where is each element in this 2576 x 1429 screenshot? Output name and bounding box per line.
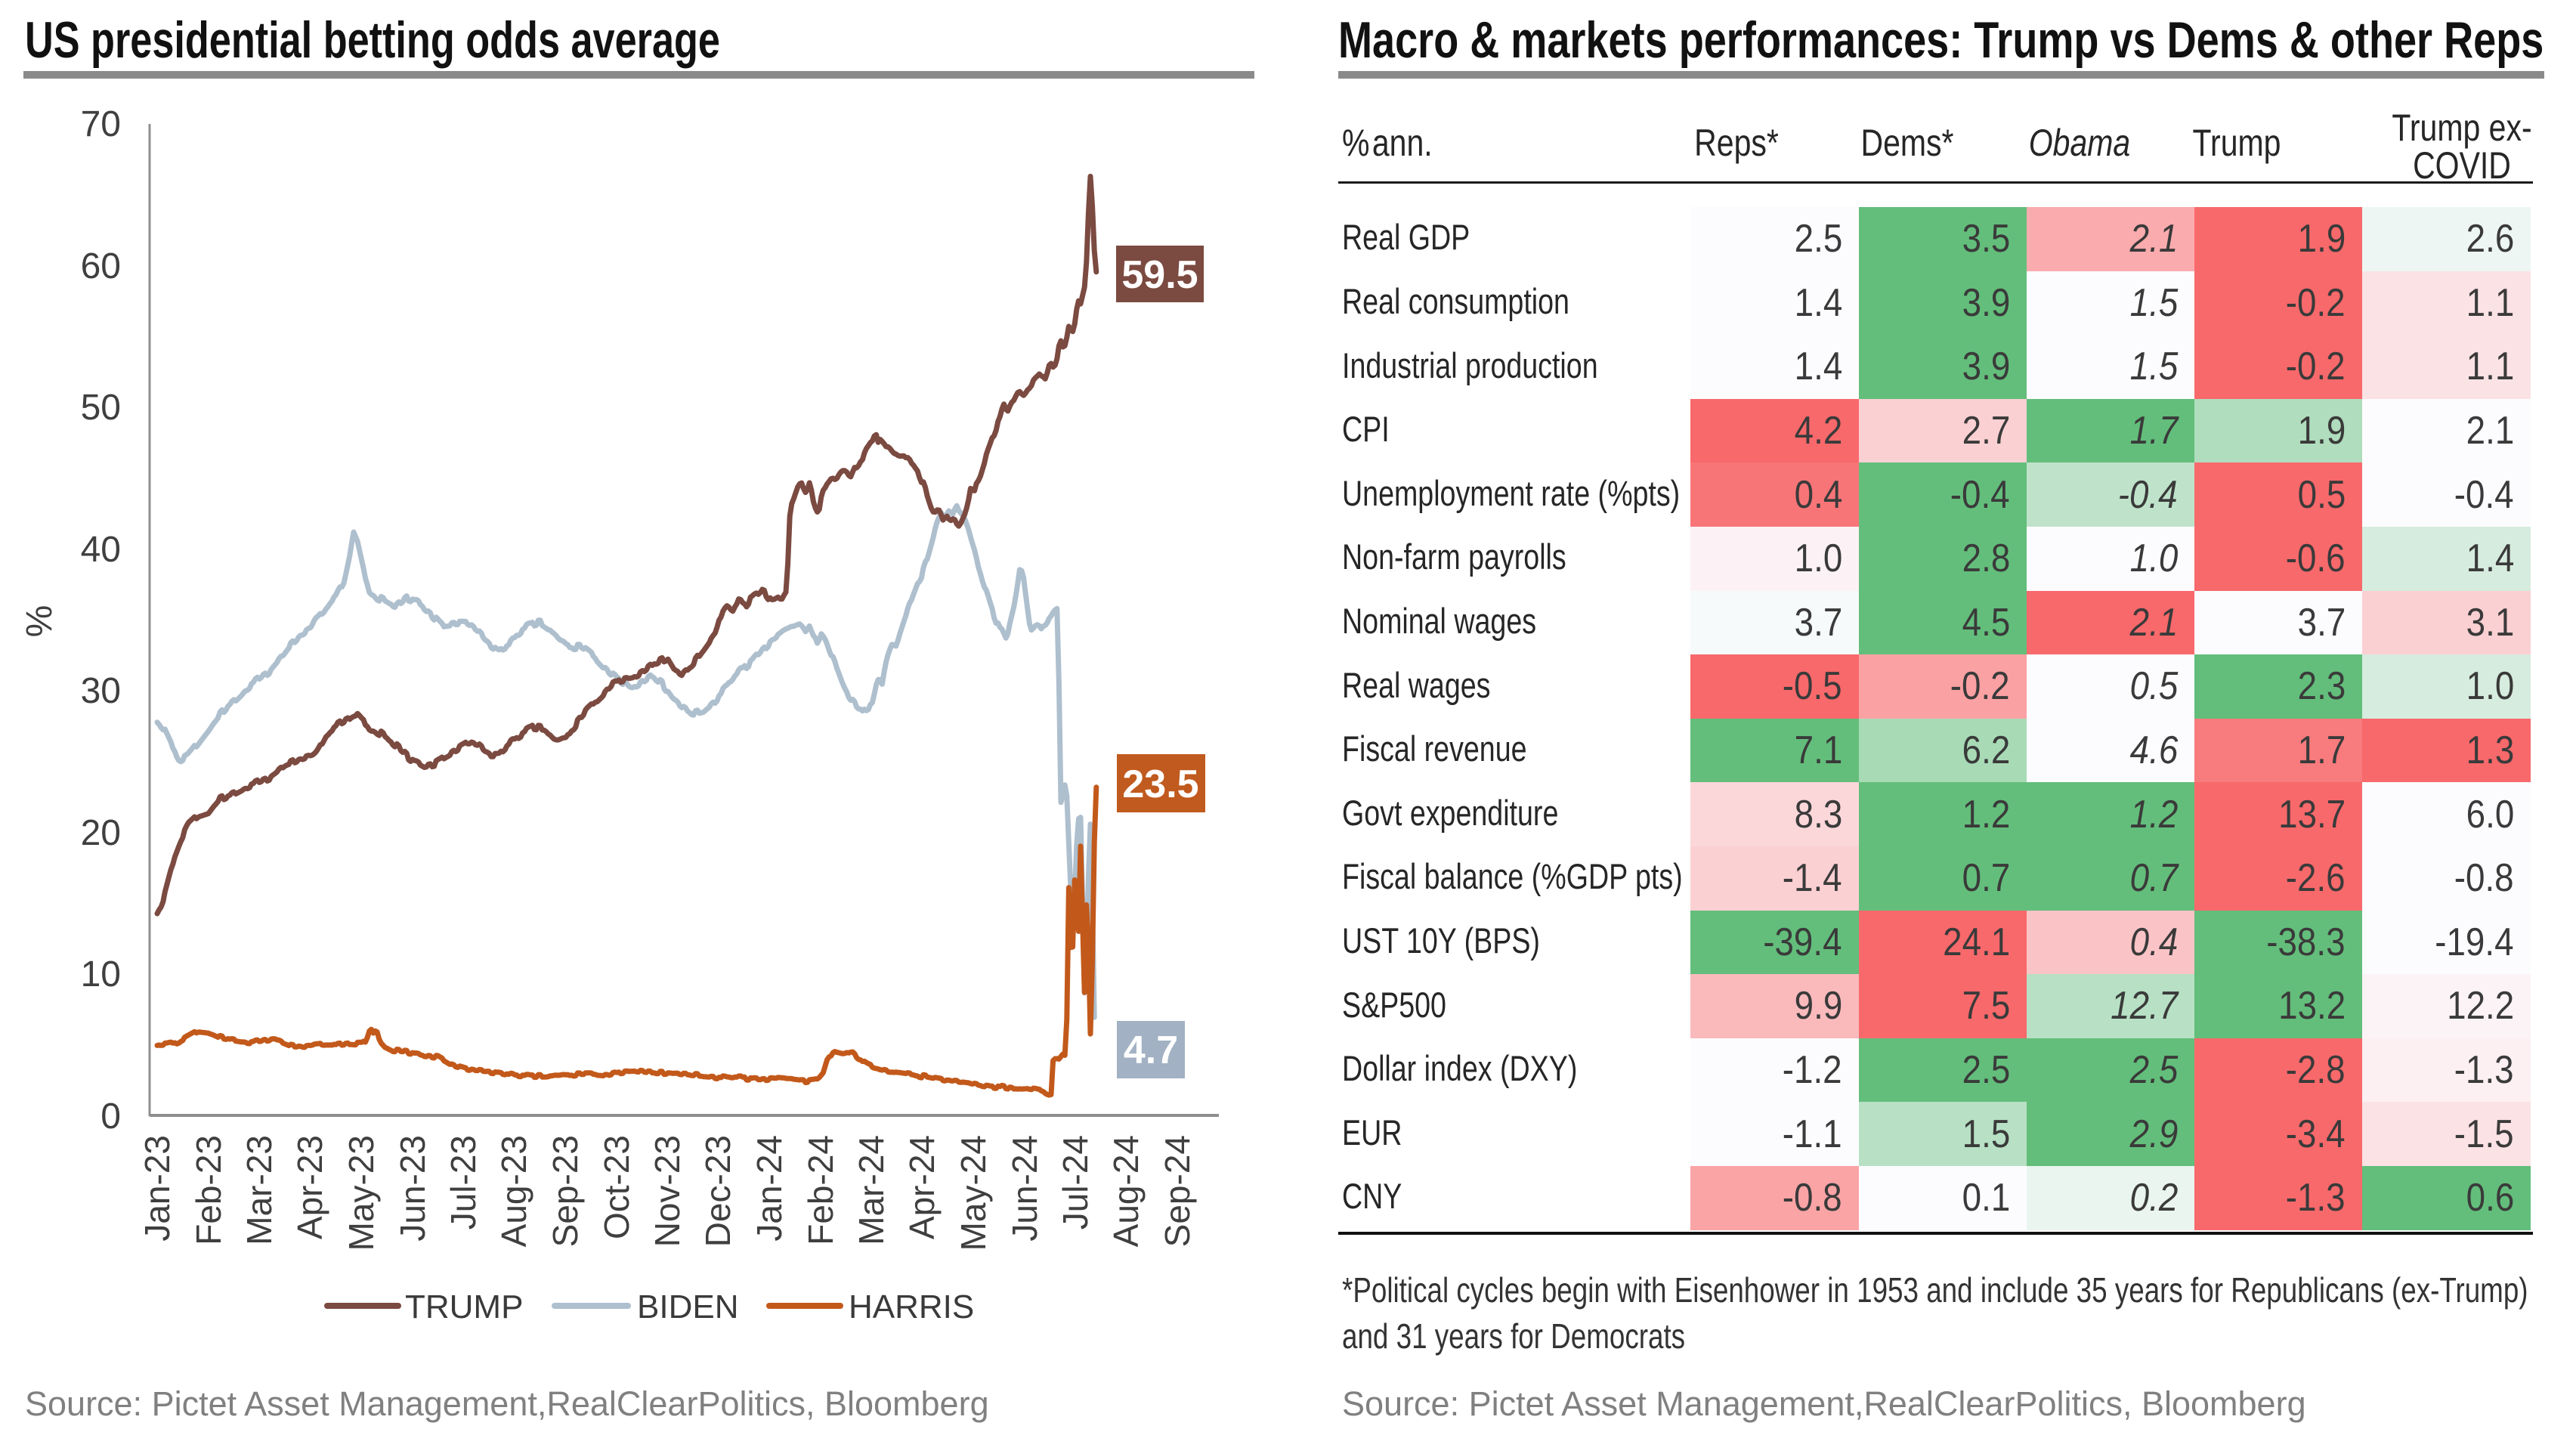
svg-text:Jan-24: Jan-24: [750, 1135, 789, 1242]
svg-text:70: 70: [81, 104, 121, 144]
svg-text:50: 50: [81, 388, 121, 428]
svg-text:Sep-23: Sep-23: [546, 1135, 585, 1247]
svg-text:Jul-24: Jul-24: [1056, 1135, 1095, 1229]
svg-text:59.5: 59.5: [1121, 253, 1198, 297]
svg-text:30: 30: [81, 671, 121, 711]
svg-text:4.7: 4.7: [1124, 1028, 1178, 1072]
svg-text:TRUMP: TRUMP: [405, 1288, 523, 1325]
svg-text:Nov-23: Nov-23: [648, 1135, 687, 1247]
svg-text:May-24: May-24: [954, 1135, 993, 1251]
svg-text:Apr-24: Apr-24: [902, 1135, 942, 1239]
svg-text:Mar-23: Mar-23: [240, 1135, 279, 1245]
svg-text:Jun-23: Jun-23: [393, 1135, 432, 1242]
svg-text:Dec-23: Dec-23: [698, 1135, 738, 1247]
svg-text:Feb-24: Feb-24: [801, 1135, 840, 1245]
svg-text:Jul-23: Jul-23: [444, 1135, 483, 1229]
svg-text:HARRIS: HARRIS: [849, 1288, 974, 1325]
svg-text:Jan-23: Jan-23: [138, 1135, 177, 1242]
svg-text:Aug-23: Aug-23: [494, 1135, 533, 1247]
svg-text:Sep-24: Sep-24: [1158, 1135, 1197, 1247]
svg-text:BIDEN: BIDEN: [637, 1288, 738, 1325]
svg-text:20: 20: [81, 813, 121, 853]
svg-text:Mar-24: Mar-24: [852, 1135, 891, 1245]
svg-text:Oct-23: Oct-23: [597, 1135, 636, 1239]
svg-text:40: 40: [81, 530, 121, 570]
svg-text:Jun-24: Jun-24: [1005, 1135, 1044, 1242]
svg-text:%: %: [20, 605, 60, 638]
svg-text:May-23: May-23: [342, 1135, 381, 1251]
svg-text:60: 60: [81, 246, 121, 286]
svg-text:10: 10: [81, 954, 121, 994]
svg-text:Feb-23: Feb-23: [189, 1135, 228, 1245]
svg-text:0: 0: [101, 1096, 121, 1137]
svg-text:Aug-24: Aug-24: [1106, 1135, 1146, 1247]
svg-text:Apr-23: Apr-23: [290, 1135, 329, 1239]
svg-text:23.5: 23.5: [1122, 762, 1198, 806]
